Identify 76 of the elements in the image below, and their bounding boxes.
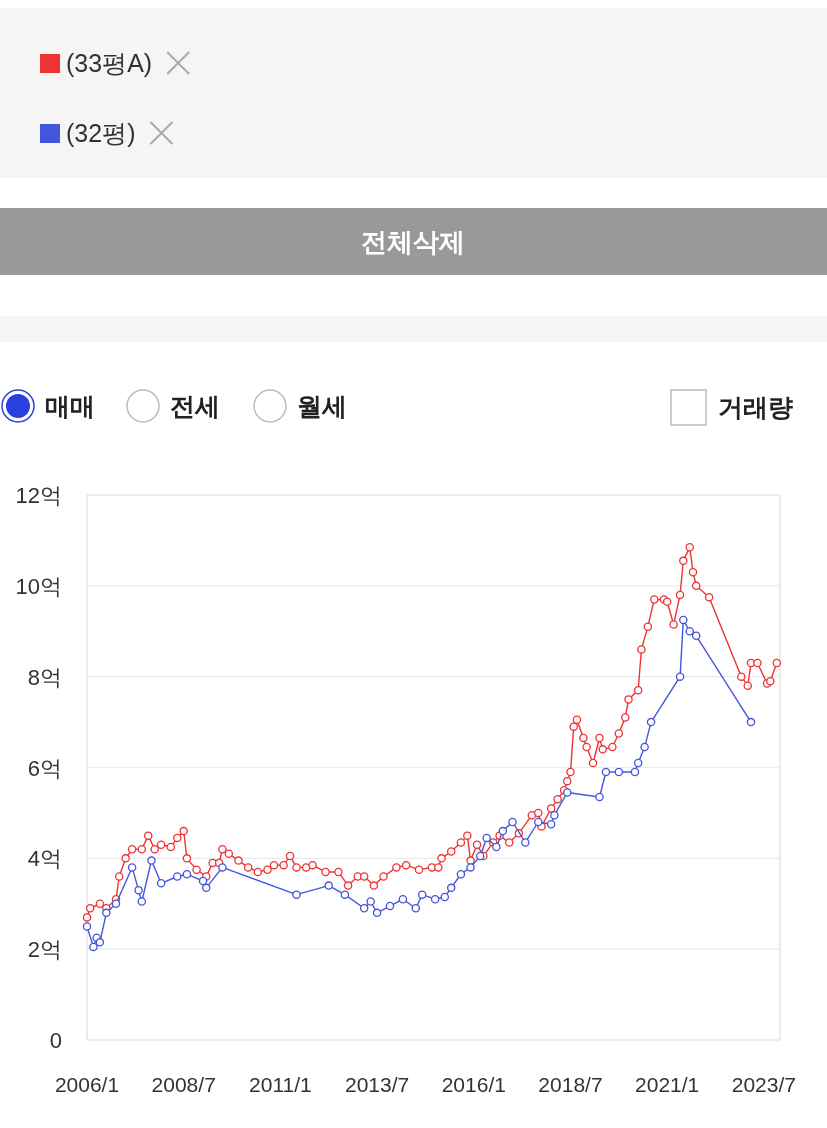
point (446, 883, 456, 893)
y-tick-label: 6억 (27, 755, 62, 781)
y-tick-label: 10억 (15, 573, 62, 599)
y-tick-label: 0 (49, 1028, 62, 1053)
point (614, 767, 624, 777)
y-tick-label: 8억 (27, 664, 62, 690)
y-tick-label: 12억 (15, 483, 62, 508)
legend-label: (32평) (66, 119, 136, 147)
point (292, 890, 301, 899)
point (521, 838, 530, 847)
x-tick-label: 2006/1 (54, 1073, 120, 1096)
point (202, 883, 211, 893)
point (679, 615, 688, 625)
point (498, 826, 508, 836)
point (633, 758, 643, 768)
point (198, 876, 208, 886)
point (398, 894, 408, 904)
x-tick-label: 2016/1 (441, 1073, 506, 1096)
radio: 전세 (126, 389, 220, 423)
point (646, 717, 656, 727)
point (640, 742, 649, 752)
point (127, 863, 137, 872)
point (546, 820, 556, 829)
point (218, 863, 227, 872)
x-tick-label: 2013/7 (344, 1073, 410, 1096)
point (359, 904, 369, 913)
y-tick-label: 2억 (27, 937, 62, 963)
point (563, 788, 572, 797)
point (324, 881, 333, 890)
point (182, 869, 192, 879)
point (82, 922, 92, 931)
point (430, 894, 440, 904)
button-delete-all: 전체삭제 (0, 208, 827, 275)
point (385, 901, 395, 911)
point (482, 833, 491, 843)
radio: 월세 (253, 389, 347, 423)
point (508, 817, 517, 827)
point (492, 842, 501, 852)
point (173, 872, 182, 881)
legend-item: (33평A) (40, 49, 153, 77)
point (685, 627, 694, 636)
point (466, 863, 475, 872)
point (147, 856, 156, 865)
point (630, 767, 640, 777)
point (746, 717, 756, 727)
x-tick-label: 2011/1 (249, 1073, 312, 1096)
point (456, 869, 466, 879)
point (475, 851, 485, 861)
point (134, 885, 143, 895)
point (372, 908, 382, 918)
legend-label: (33평A) (66, 49, 153, 77)
legend-item: (32평) (40, 119, 136, 147)
point (411, 904, 421, 913)
point (366, 897, 375, 906)
point (440, 892, 450, 902)
point (89, 942, 98, 952)
point (675, 672, 685, 681)
point (534, 817, 543, 827)
x-tick-label: 2008/7 (151, 1073, 216, 1096)
point (595, 792, 604, 802)
checkbox: 거래량 (670, 389, 793, 426)
x-tick-label: 2021/1 (635, 1073, 700, 1096)
point (417, 890, 427, 899)
point (102, 908, 111, 918)
point (691, 631, 701, 641)
point (340, 890, 350, 899)
point (137, 897, 147, 906)
point (95, 938, 105, 947)
point (156, 879, 166, 888)
y-tick-label: 4억 (27, 846, 62, 872)
radio: 매매 (1, 389, 95, 423)
point (111, 899, 121, 908)
x-tick-label: 2023/7 (731, 1073, 796, 1096)
x-tick-label: 2018/7 (538, 1073, 603, 1096)
point (550, 810, 559, 820)
point (601, 767, 611, 777)
